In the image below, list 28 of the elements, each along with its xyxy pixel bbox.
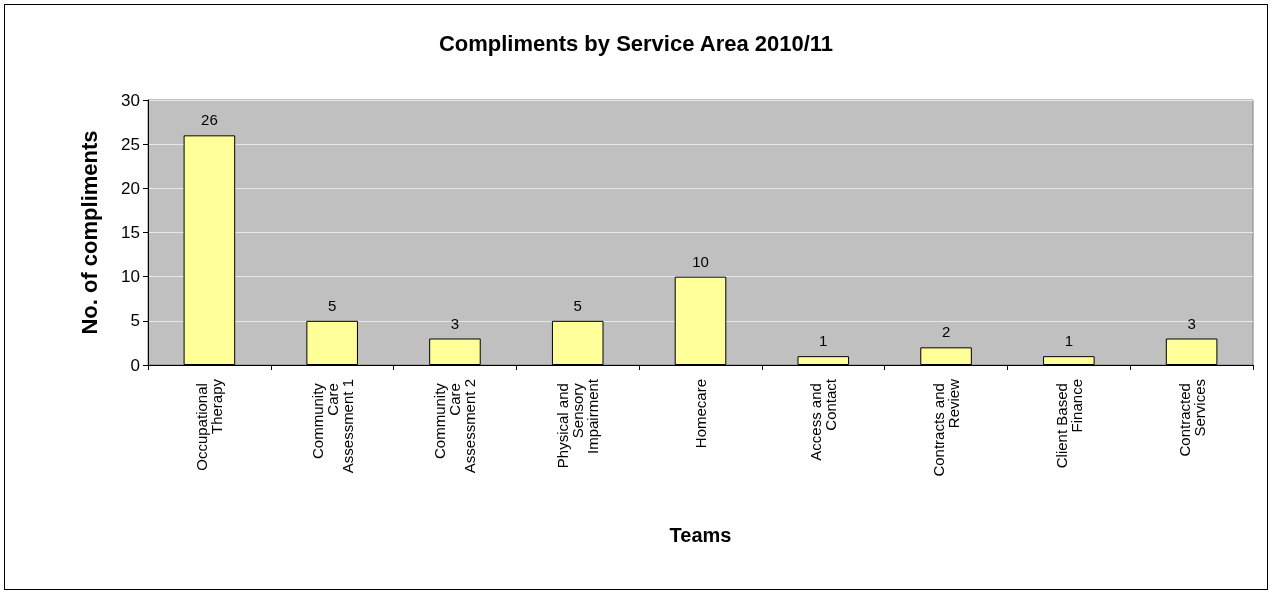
y-tick-label: 0 — [130, 355, 140, 375]
x-tick-label: Physical and Sensory Impairment — [554, 378, 602, 469]
x-tick-label: Contracts and Review — [930, 378, 963, 477]
data-label: 5 — [573, 296, 582, 314]
x-tick-label: Community Care Assessment 2 — [431, 379, 479, 474]
data-label: 5 — [327, 296, 337, 314]
y-tick-label: 10 — [121, 267, 140, 287]
chart-title: Compliments by Service Area 2010/11 — [438, 30, 834, 56]
data-label: 3 — [1187, 314, 1196, 332]
y-tick-label: 25 — [121, 134, 140, 154]
y-tick-label: 5 — [130, 311, 140, 331]
x-tick-label: Homecare — [692, 379, 709, 449]
data-label: 3 — [450, 314, 460, 332]
y-tick-label: 15 — [121, 223, 140, 242]
x-tick-label: Community Care Assessment 1 — [308, 379, 356, 474]
y-tick-label: 20 — [121, 178, 140, 198]
x-tick-label: Access and Contact — [807, 378, 840, 461]
x-tick-label: Client Based Finance — [1052, 379, 1085, 469]
y-axis-title: No. of compliments — [76, 130, 102, 335]
data-label: 10 — [692, 252, 709, 270]
data-label: 2 — [941, 323, 951, 341]
data-label: 26 — [201, 111, 218, 129]
x-axis-title: Teams — [669, 524, 732, 546]
data-label: 1 — [819, 332, 828, 350]
data-label: 1 — [1064, 332, 1074, 350]
x-tick-label: Occupational Therapy — [193, 378, 226, 471]
y-tick-label: 30 — [121, 90, 140, 110]
x-tick-label: Contracted Services — [1175, 379, 1208, 457]
